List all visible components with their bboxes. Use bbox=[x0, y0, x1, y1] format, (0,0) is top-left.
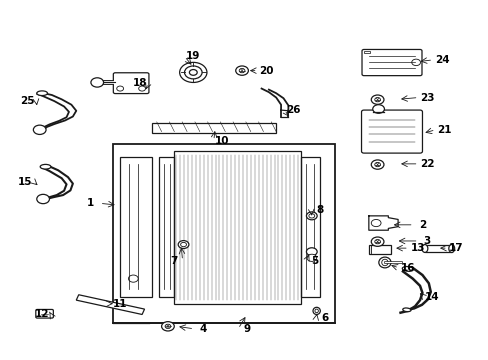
Ellipse shape bbox=[402, 266, 412, 271]
Circle shape bbox=[239, 68, 244, 73]
Text: 20: 20 bbox=[259, 66, 273, 76]
Text: 17: 17 bbox=[448, 243, 463, 253]
Text: 18: 18 bbox=[132, 78, 146, 88]
Polygon shape bbox=[159, 157, 173, 297]
Text: 8: 8 bbox=[316, 206, 323, 216]
Text: 6: 6 bbox=[321, 313, 328, 323]
Text: 1: 1 bbox=[87, 198, 94, 208]
Circle shape bbox=[37, 194, 49, 204]
Bar bbox=[424, 244, 451, 252]
Circle shape bbox=[370, 237, 383, 246]
Ellipse shape bbox=[312, 307, 320, 315]
Text: 9: 9 bbox=[243, 324, 250, 334]
Text: 24: 24 bbox=[434, 55, 448, 65]
Polygon shape bbox=[76, 295, 144, 315]
Circle shape bbox=[374, 98, 380, 102]
FancyBboxPatch shape bbox=[361, 110, 422, 153]
Text: 25: 25 bbox=[20, 96, 35, 106]
Text: 5: 5 bbox=[311, 256, 318, 266]
Text: 26: 26 bbox=[285, 105, 300, 115]
Text: 4: 4 bbox=[199, 324, 206, 334]
Bar bbox=[368, 244, 390, 253]
Polygon shape bbox=[152, 123, 276, 134]
Text: 13: 13 bbox=[409, 243, 424, 253]
Circle shape bbox=[235, 66, 248, 75]
FancyBboxPatch shape bbox=[361, 49, 421, 76]
Circle shape bbox=[165, 324, 170, 328]
Text: 16: 16 bbox=[400, 263, 414, 273]
FancyBboxPatch shape bbox=[36, 310, 53, 318]
Circle shape bbox=[370, 95, 383, 104]
Ellipse shape bbox=[37, 91, 47, 95]
Ellipse shape bbox=[378, 257, 390, 268]
Circle shape bbox=[306, 254, 316, 261]
Polygon shape bbox=[300, 157, 320, 297]
Circle shape bbox=[178, 240, 188, 248]
Circle shape bbox=[33, 125, 46, 134]
Ellipse shape bbox=[40, 165, 51, 169]
Text: 22: 22 bbox=[419, 159, 434, 169]
Text: 7: 7 bbox=[170, 256, 177, 266]
Polygon shape bbox=[113, 144, 334, 323]
Text: 19: 19 bbox=[186, 51, 200, 61]
Text: 11: 11 bbox=[113, 299, 127, 309]
Polygon shape bbox=[120, 157, 152, 297]
Circle shape bbox=[306, 248, 317, 256]
Circle shape bbox=[91, 78, 103, 87]
FancyBboxPatch shape bbox=[113, 73, 149, 94]
Text: 3: 3 bbox=[423, 236, 430, 246]
Bar bbox=[363, 51, 369, 53]
Ellipse shape bbox=[421, 244, 427, 252]
Text: 14: 14 bbox=[424, 292, 439, 302]
Ellipse shape bbox=[448, 244, 454, 252]
Circle shape bbox=[372, 105, 384, 113]
Circle shape bbox=[374, 162, 380, 167]
Text: 23: 23 bbox=[419, 93, 434, 103]
Circle shape bbox=[179, 62, 206, 82]
Ellipse shape bbox=[402, 308, 410, 312]
Text: 10: 10 bbox=[215, 136, 229, 145]
Circle shape bbox=[161, 321, 174, 331]
Circle shape bbox=[306, 212, 317, 220]
Circle shape bbox=[370, 220, 380, 226]
Text: 2: 2 bbox=[418, 220, 425, 230]
Circle shape bbox=[374, 240, 380, 244]
Text: 12: 12 bbox=[35, 310, 49, 319]
Text: 21: 21 bbox=[436, 125, 451, 135]
Text: 15: 15 bbox=[18, 177, 32, 187]
Circle shape bbox=[370, 160, 383, 169]
